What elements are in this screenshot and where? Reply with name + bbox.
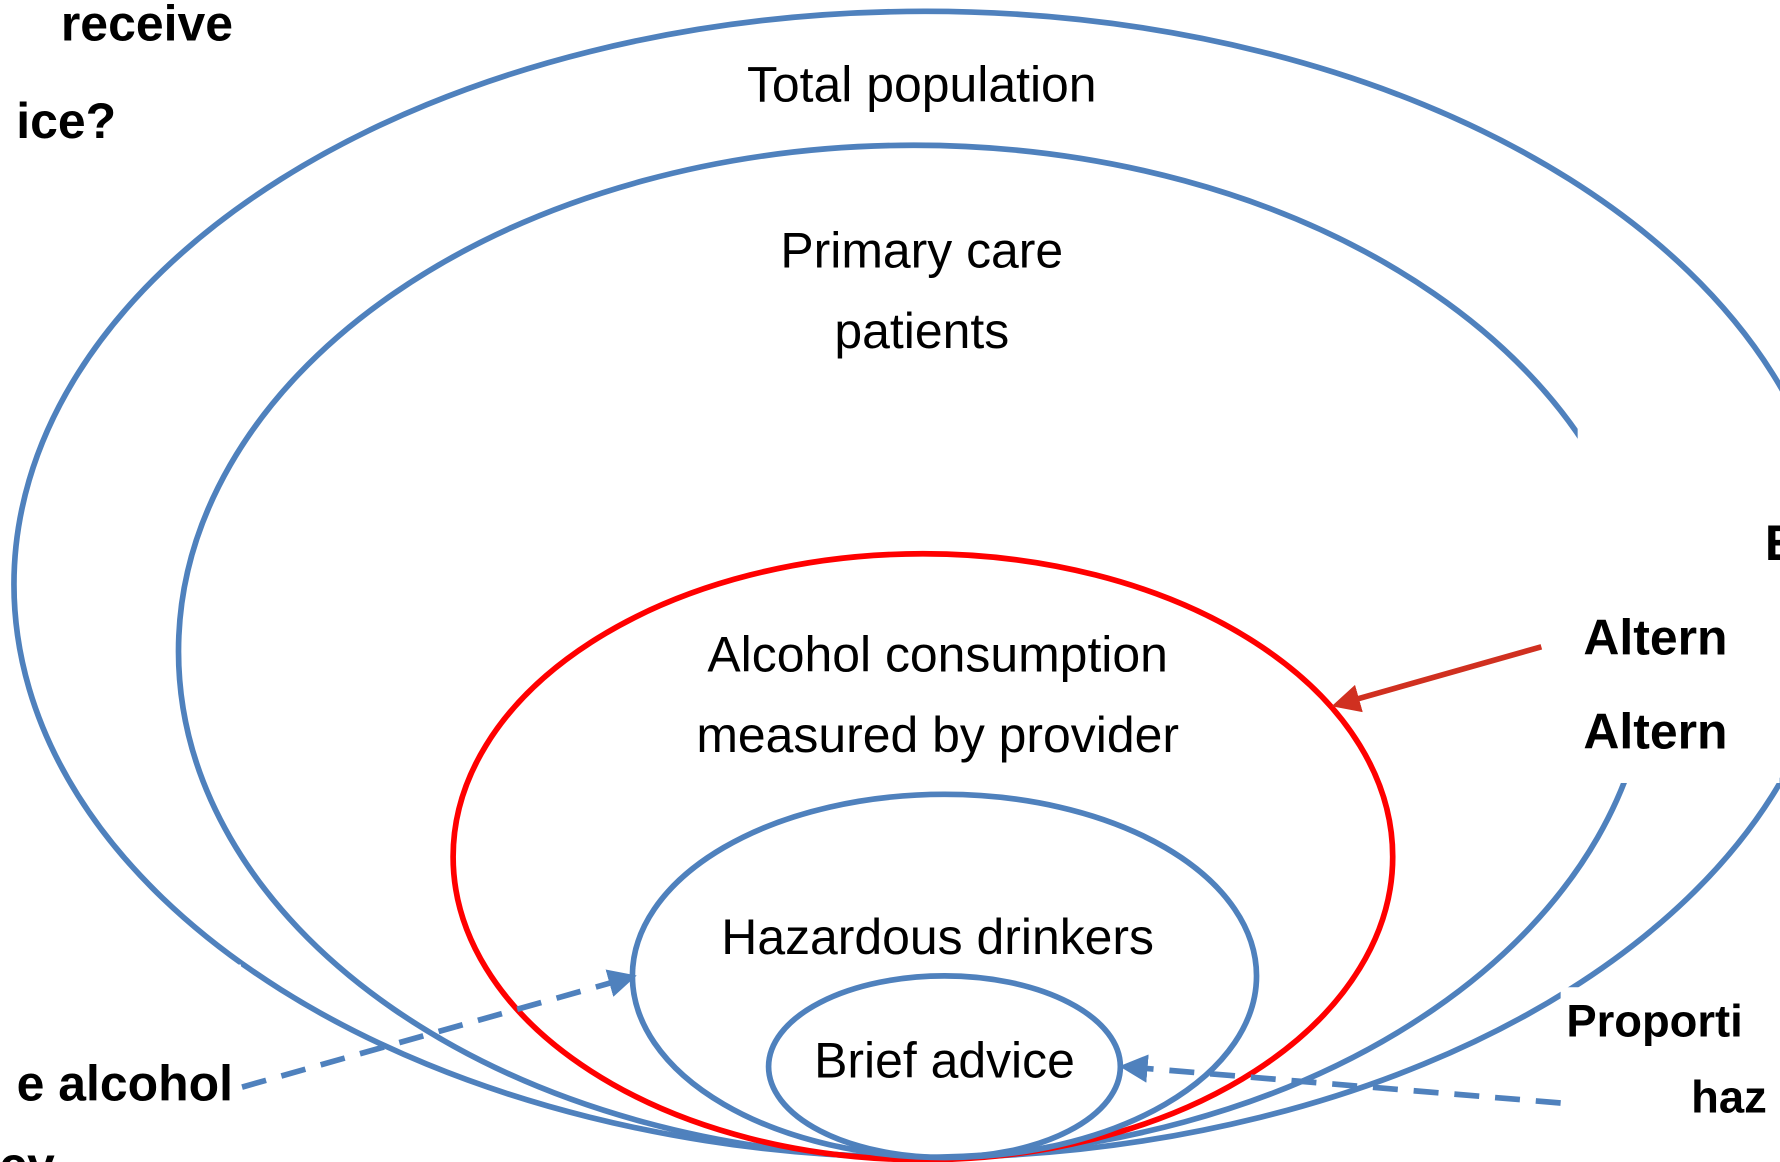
arrow — [1331, 644, 1543, 713]
fragment: Altern — [1583, 609, 1727, 665]
ring-label: Alcohol consumption — [707, 626, 1168, 682]
mask — [1560, 987, 1780, 1162]
arrow — [241, 969, 637, 1090]
fragment: E — [1765, 515, 1780, 571]
fragment: e alcohol — [17, 1055, 233, 1111]
fragment: Proporti — [1566, 996, 1742, 1047]
ring-total — [11, 8, 1780, 1161]
fragment: receive — [61, 0, 233, 51]
arrow — [1119, 1054, 1561, 1106]
fragment: Altern — [1583, 704, 1727, 760]
fragment: ice? — [16, 93, 116, 149]
mask — [0, 0, 239, 159]
ring-label: Primary care — [780, 222, 1063, 278]
ring-label: Total population — [747, 57, 1097, 113]
fragment: cy — [0, 1137, 55, 1162]
ring-label: Brief advice — [814, 1033, 1075, 1089]
mask — [1577, 402, 1780, 783]
ring-label: Hazardous drinkers — [721, 909, 1154, 965]
fragment: haz — [1691, 1072, 1767, 1123]
mask — [0, 964, 241, 1162]
ring-label: patients — [834, 303, 1009, 359]
ring-label: measured by provider — [696, 707, 1179, 763]
